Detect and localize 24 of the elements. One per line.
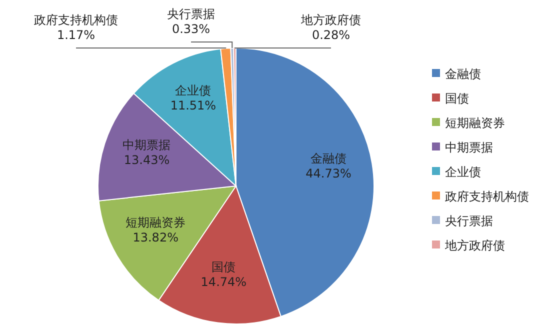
data-label: 11.51% (170, 98, 216, 112)
data-label: 13.43% (124, 153, 170, 168)
data-label: 14.74% (200, 275, 247, 290)
data-label: 44.73% (306, 166, 352, 181)
data-label: 0.28% (312, 28, 350, 42)
slice-label: 政府支持机构债 (34, 13, 118, 27)
legend-label: 金融债 (445, 67, 481, 81)
slice-label: 中期票据 (122, 138, 171, 152)
data-label: 0.33% (172, 22, 210, 36)
legend-label: 国债 (445, 92, 469, 106)
data-label: 13.82% (132, 230, 178, 244)
slice-label: 国债 (212, 260, 236, 274)
legend-label: 企业债 (445, 165, 481, 179)
legend-label: 央行票据 (445, 214, 493, 228)
data-label: 1.17% (56, 28, 96, 42)
slice-label: 金融债 (310, 152, 347, 166)
legend-label: 地方政府债 (444, 238, 505, 252)
slice-label: 企业债 (175, 83, 212, 98)
slice-label: 地方政府债 (300, 13, 361, 27)
legend-label: 短期融资券 (445, 116, 505, 130)
slice-label: 短期融资券 (126, 215, 186, 230)
legend-label: 中期票据 (445, 140, 493, 154)
slice-label: 央行票据 (167, 7, 215, 21)
legend-label: 政府支持机构债 (445, 190, 529, 204)
